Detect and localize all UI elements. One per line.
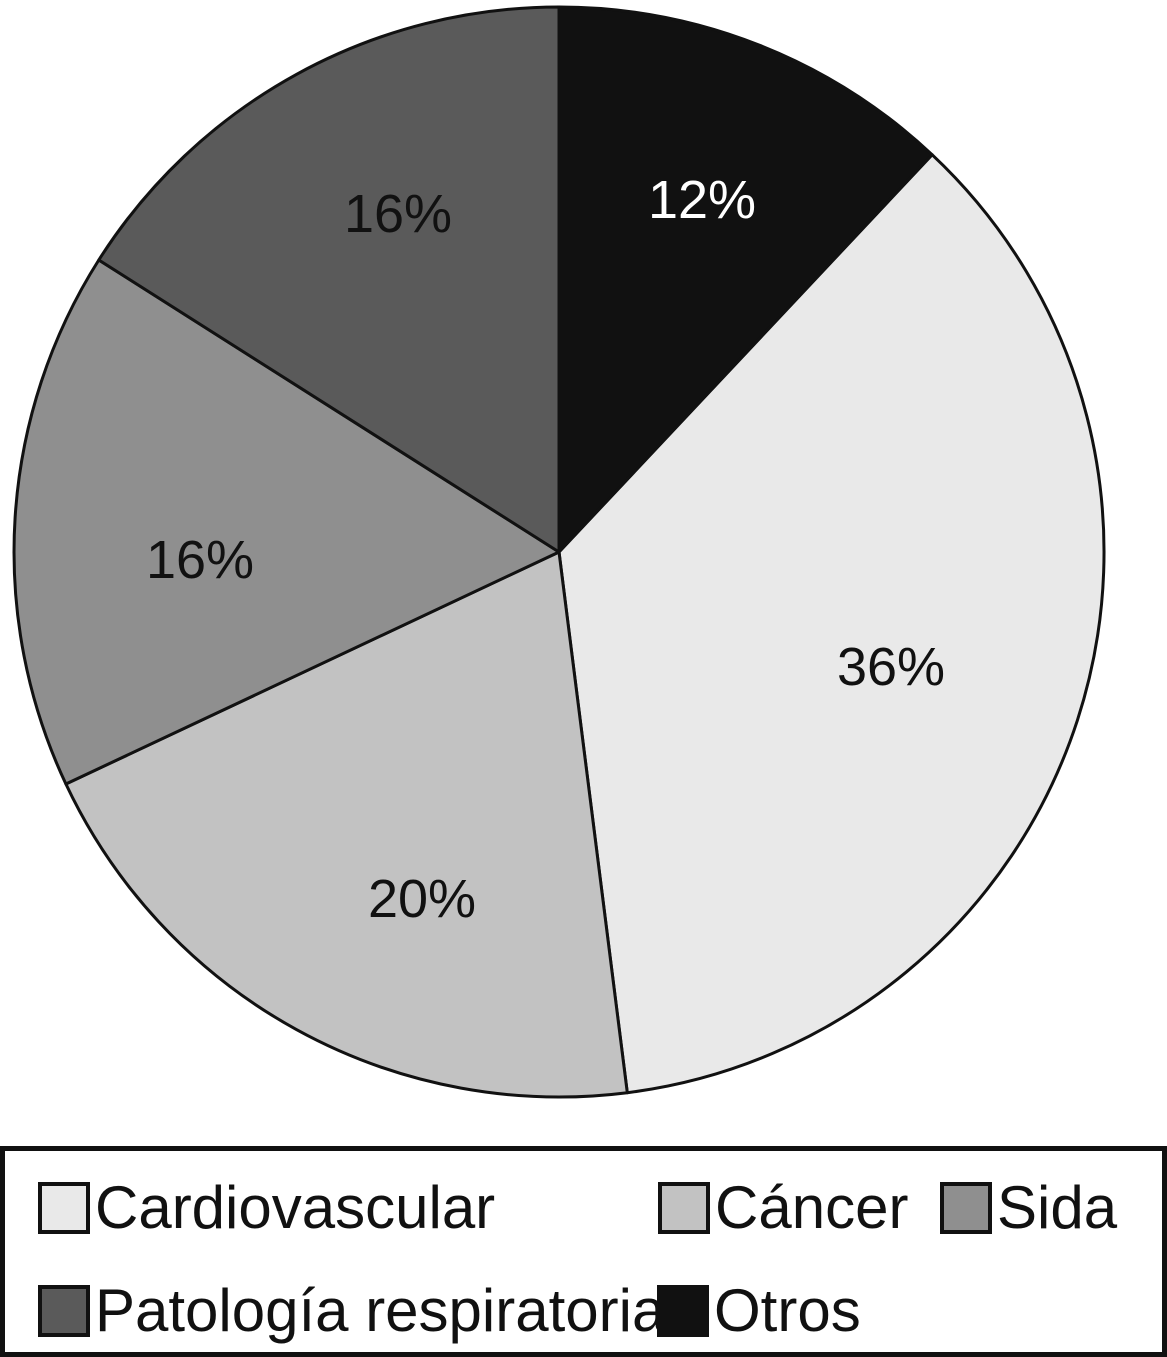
legend-item-cardiovascular: Cardiovascular (38, 1174, 496, 1241)
slice-label-patologia-respiratoria: 16% (344, 184, 452, 244)
pie-slice-patologia-respiratoria (97, 5, 561, 554)
legend-label-cancer: Cáncer (715, 1174, 909, 1241)
legend-swatch-otros (657, 1285, 709, 1337)
slice-label-cancer: 20% (368, 869, 476, 929)
legend: Cardiovascular Cáncer Sida Patología res… (0, 1146, 1167, 1357)
legend-swatch-cardiovascular (38, 1182, 90, 1234)
legend-swatch-cancer (658, 1182, 710, 1234)
pie-slice-otros (557, 5, 934, 554)
slice-label-otros: 12% (648, 170, 756, 230)
pie-slice-cardiovascular (557, 153, 1106, 1095)
legend-label-cardiovascular: Cardiovascular (95, 1174, 496, 1241)
legend-item-otros: Otros (657, 1277, 861, 1344)
legend-label-otros: Otros (714, 1277, 861, 1344)
pie-chart: 36% 20% 16% 16% 12% (12, 5, 1106, 1099)
legend-item-cancer: Cáncer (658, 1174, 909, 1241)
slice-label-sida: 16% (146, 530, 254, 590)
pie-slice-cancer (64, 550, 629, 1099)
pie-slice-sida (12, 258, 561, 786)
legend-item-sida: Sida (940, 1174, 1118, 1241)
legend-swatch-patologia-respiratoria (38, 1285, 90, 1337)
legend-label-patologia-respiratoria: Patología respiratoria (95, 1277, 666, 1344)
legend-item-patologia-respiratoria: Patología respiratoria (38, 1277, 666, 1344)
legend-label-sida: Sida (997, 1174, 1118, 1241)
slice-label-cardiovascular: 36% (837, 637, 945, 697)
legend-swatch-sida (940, 1182, 992, 1234)
